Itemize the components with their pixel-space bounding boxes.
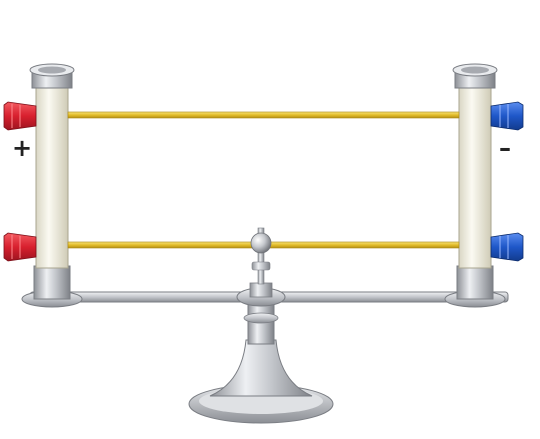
positive-terminal-lower[interactable]: [3, 232, 37, 262]
support-arm: [29, 282, 509, 307]
negative-terminal-upper[interactable]: [490, 101, 524, 131]
right-post: [444, 63, 506, 308]
stand-base: [188, 299, 334, 424]
positive-label: +: [12, 134, 32, 162]
negative-label: –: [499, 134, 511, 162]
left-post: [21, 63, 83, 308]
rolling-ball-rod: [250, 227, 272, 285]
upper-rail: [67, 111, 460, 119]
positive-terminal-upper[interactable]: [3, 101, 37, 131]
negative-terminal-lower[interactable]: [490, 232, 524, 262]
